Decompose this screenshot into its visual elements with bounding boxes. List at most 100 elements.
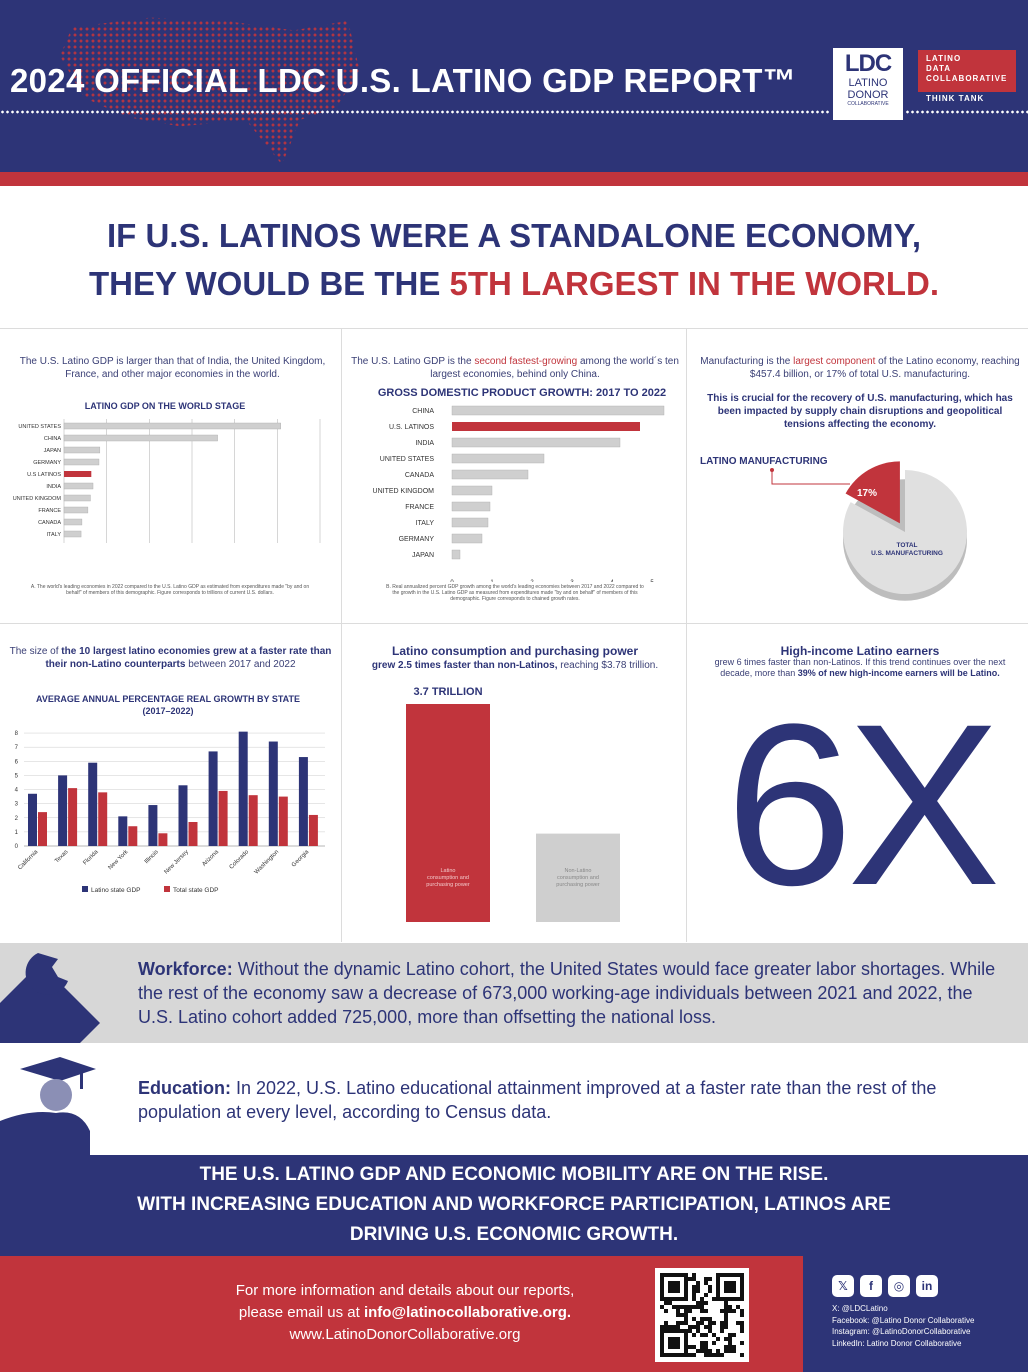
chart4-category-label: Texas: [54, 849, 69, 864]
qr-module: [712, 1297, 716, 1301]
website-link[interactable]: www.LatinoDonorCollaborative.org: [289, 1326, 521, 1343]
chart4-bar: [98, 792, 108, 846]
chart1-bar: [63, 434, 218, 442]
chart1-bar: [63, 458, 100, 466]
email-link[interactable]: info@latinocollaborative.org.: [363, 1304, 572, 1321]
qr-module: [688, 1325, 692, 1329]
chart2-xtick: 0: [450, 580, 454, 582]
qr-module: [740, 1329, 744, 1333]
qr-module: [688, 1329, 692, 1333]
qr-module: [736, 1305, 740, 1309]
qr-module: [728, 1341, 732, 1345]
qr-module: [728, 1309, 732, 1313]
qr-module: [696, 1329, 700, 1333]
qr-module: [684, 1317, 688, 1321]
social-facebook[interactable]: Facebook: @Latino Donor Collaborative: [832, 1315, 975, 1325]
education-text: Education: In 2022, U.S. Latino educatio…: [138, 1078, 937, 1122]
chart2-category-label: ITALY: [416, 520, 435, 527]
linkedin-icon[interactable]: in: [916, 1275, 938, 1297]
education-band: [0, 1043, 1028, 1155]
chart1-bar: [63, 518, 83, 526]
qr-module: [700, 1341, 704, 1345]
headline: IF U.S. LATINOS WERE A STANDALONE ECONOM…: [88, 217, 940, 302]
chart1-category-label: ITALY: [47, 532, 62, 538]
qr-module: [704, 1353, 708, 1357]
chart1-category-label: FRANCE: [38, 508, 61, 514]
chart4-category-label: New Jersey: [164, 849, 190, 875]
dotted-divider: [0, 110, 830, 114]
panel6-title: High-income Latino earners: [780, 644, 940, 658]
chart2-bar: [451, 405, 665, 416]
qr-module: [716, 1349, 720, 1353]
qr-module: [688, 1353, 692, 1357]
chart4-legend-swatch: [164, 886, 170, 892]
qr-module: [728, 1345, 732, 1349]
qr-module: [672, 1305, 676, 1309]
qr-module: [704, 1309, 708, 1313]
chart4-bar: [38, 812, 47, 846]
chart2-bar: [451, 501, 491, 512]
chart5-bar-label: purchasing power: [556, 882, 600, 888]
qr-module: [700, 1309, 704, 1313]
facebook-icon[interactable]: f: [860, 1275, 882, 1297]
chart5-bar-label: consumption and: [427, 875, 469, 881]
qr-module: [704, 1281, 708, 1285]
social-x[interactable]: X: @LDCLatino: [832, 1304, 888, 1313]
qr-module: [684, 1321, 688, 1325]
social-instagram[interactable]: Instagram: @LatinoDonorCollaborative: [832, 1327, 971, 1336]
qr-module: [704, 1293, 708, 1297]
qr-finder-core: [724, 1281, 736, 1293]
social-icons: 𝕏 f ◎ in: [832, 1275, 938, 1297]
qr-module: [696, 1281, 700, 1285]
qr-module: [740, 1321, 744, 1325]
qr-module: [704, 1349, 708, 1353]
social-linkedin[interactable]: LinkedIn: Latino Donor Collaborative: [832, 1338, 962, 1348]
chart4-title-2: (2017–2022): [142, 706, 193, 716]
chart2-bar: [451, 469, 529, 480]
qr-module: [700, 1301, 704, 1305]
panel3-text-bold: This is crucial for the recovery of U.S.…: [707, 393, 1013, 430]
chart5-bar: [406, 704, 490, 922]
qr-module: [728, 1305, 732, 1309]
chart2-category-label: INDIA: [415, 440, 434, 447]
qr-module: [712, 1333, 716, 1337]
chart4-category-label: Illinois: [144, 849, 160, 865]
chart4-ytick: 7: [15, 745, 19, 751]
qr-module: [740, 1353, 744, 1357]
panel2-note: B. Real annualized percent GDP growth am…: [386, 584, 644, 602]
qr-module: [704, 1345, 708, 1349]
qr-module: [712, 1341, 716, 1345]
qr-module: [696, 1305, 700, 1309]
pie-leader-dot: [770, 468, 774, 472]
chart1-category-label: CANADA: [38, 520, 61, 526]
chart1-category-label: GERMANY: [33, 460, 61, 466]
chart2-bar: [451, 533, 483, 544]
chart2-category-label: JAPAN: [412, 552, 434, 559]
qr-module: [740, 1313, 744, 1317]
chart1-bar: [63, 446, 101, 454]
qr-module: [688, 1309, 692, 1313]
qr-module: [704, 1333, 708, 1337]
workforce-text: Workforce: Without the dynamic Latino co…: [138, 959, 996, 1027]
chart4-bar: [278, 796, 288, 846]
qr-module: [700, 1321, 704, 1325]
qr-module: [736, 1321, 740, 1325]
pie-title: LATINO MANUFACTURING: [700, 456, 828, 467]
x-icon[interactable]: 𝕏: [832, 1275, 854, 1297]
qr-module: [712, 1321, 716, 1325]
state-growth-chart: AVERAGE ANNUAL PERCENTAGE REAL GROWTH BY…: [15, 694, 325, 894]
qr-code[interactable]: [655, 1268, 749, 1362]
qr-module: [696, 1285, 700, 1289]
qr-module: [660, 1305, 664, 1309]
chart4-bar: [118, 816, 128, 846]
qr-module: [708, 1321, 712, 1325]
qr-module: [692, 1289, 696, 1293]
qr-module: [692, 1297, 696, 1301]
qr-module: [700, 1317, 704, 1321]
instagram-icon[interactable]: ◎: [888, 1275, 910, 1297]
pie-slice-label: 17%: [857, 488, 877, 499]
qr-module: [688, 1305, 692, 1309]
qr-module: [696, 1321, 700, 1325]
chart4-category-label: Arizona: [201, 849, 220, 868]
qr-module: [668, 1301, 672, 1305]
